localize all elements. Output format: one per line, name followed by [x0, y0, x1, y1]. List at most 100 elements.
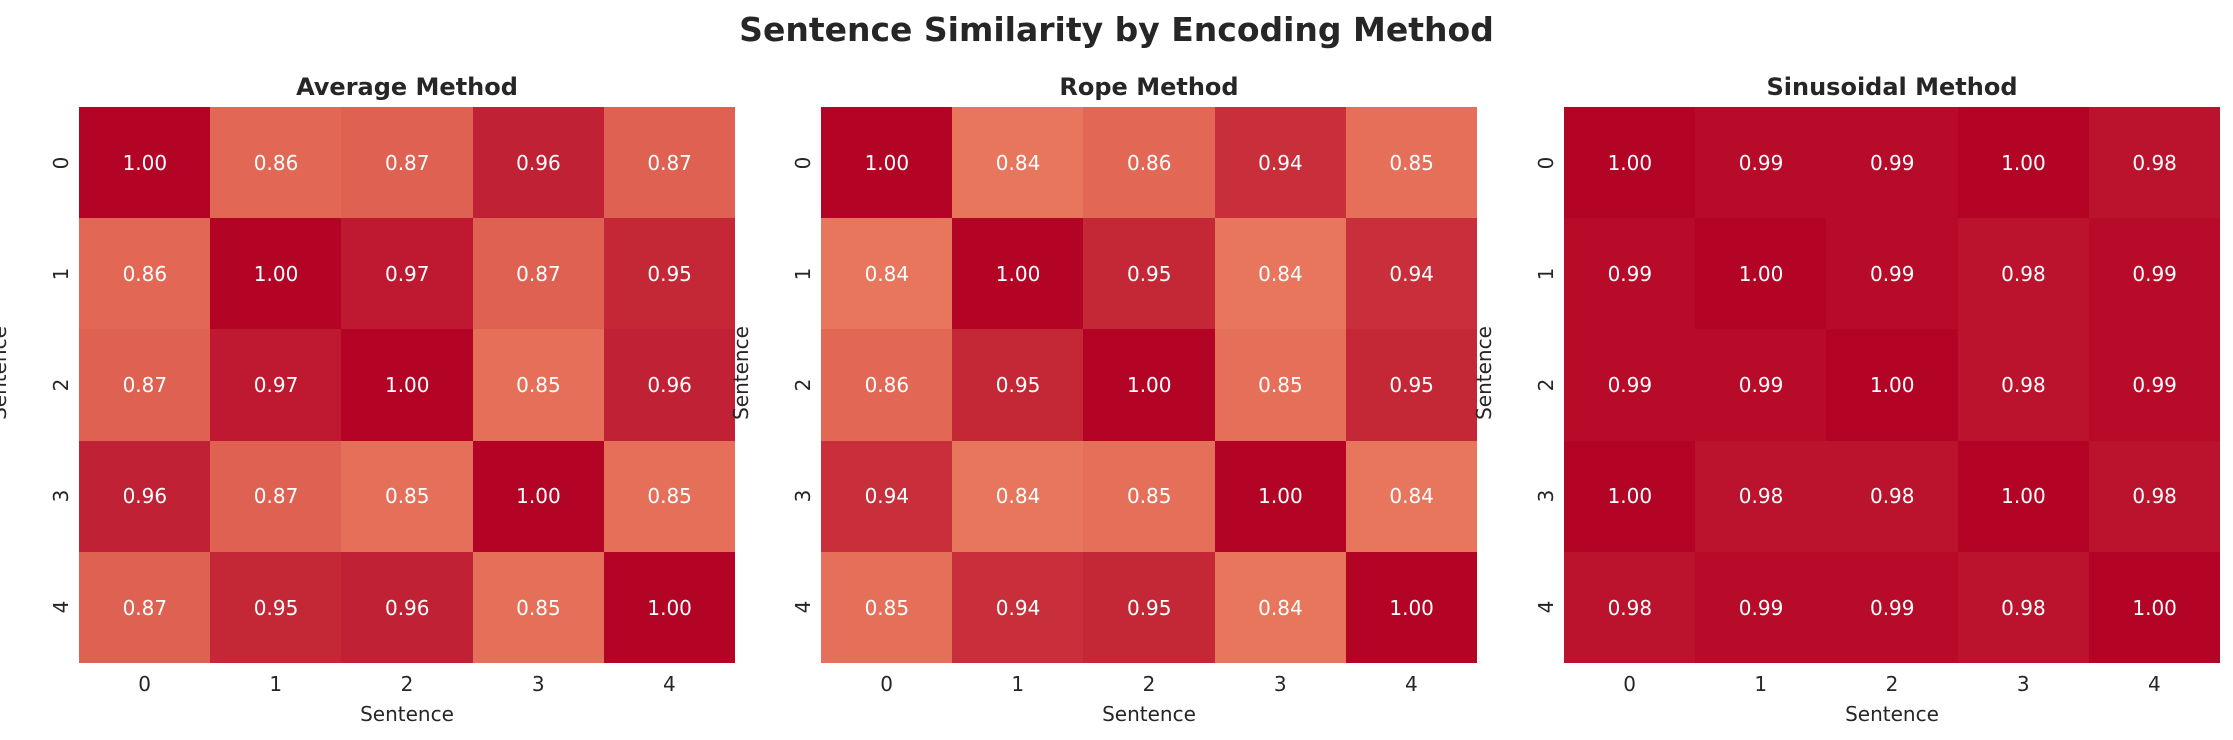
heatmap-cell: 1.00 — [1345, 551, 1478, 664]
heatmap-cell: 0.94 — [1345, 218, 1478, 330]
heatmap-cell: 0.98 — [1957, 551, 2090, 664]
x-tick-label: 1 — [269, 672, 283, 696]
y-axis-label: Sentence — [0, 326, 11, 420]
heatmap-cell: 1.00 — [603, 551, 736, 664]
panel-title: Sinusoidal Method — [1766, 73, 2018, 101]
heatmap-cell: 0.94 — [952, 551, 1084, 664]
heatmap-cell: 1.00 — [1695, 218, 1827, 330]
x-axis-label: Sentence — [360, 702, 454, 726]
y-tick-label: 4 — [791, 601, 815, 614]
heatmap-cell: 1.00 — [341, 329, 474, 442]
heatmap-cell: 1.00 — [1564, 440, 1696, 553]
y-tick-label: 4 — [49, 601, 73, 614]
heatmap-cell: 0.87 — [472, 218, 605, 330]
heatmap-cell: 0.85 — [1214, 329, 1347, 442]
heatmap-cell: 1.00 — [2088, 551, 2221, 664]
x-tick-label: 4 — [2148, 672, 2161, 696]
heatmap-cell: 0.99 — [1695, 551, 1827, 664]
heatmap-cell: 1.00 — [79, 107, 211, 219]
heatmap-grid: 1.00 0.86 0.87 0.96 0.87 0.86 1.00 0.97 0.87 0.95… — [79, 107, 736, 664]
heatmap-cell: 0.98 — [1957, 218, 2090, 330]
x-tick-label: 0 — [1623, 672, 1636, 696]
heatmap-cell: 1.00 — [952, 218, 1084, 330]
heatmap-cell: 0.85 — [472, 329, 605, 442]
x-tick-label: 4 — [663, 672, 676, 696]
heatmap-cell: 0.96 — [603, 329, 736, 442]
heatmap-cell: 0.86 — [1083, 107, 1216, 219]
x-axis-label: Sentence — [1845, 702, 1939, 726]
x-tick-label: 1 — [1754, 672, 1768, 696]
heatmap-cell: 0.85 — [1345, 107, 1478, 219]
x-tick-label: 4 — [1405, 672, 1418, 696]
heatmap-cell: 0.95 — [952, 329, 1084, 442]
heatmap-cell: 0.84 — [952, 107, 1084, 219]
heatmap-cell: 0.99 — [2088, 329, 2221, 442]
heatmap-cell: 1.00 — [821, 107, 953, 219]
heatmap-cell: 1.00 — [1957, 107, 2090, 219]
heatmap-cell: 0.95 — [210, 551, 342, 664]
heatmap-cell: 0.85 — [603, 440, 736, 553]
heatmap-cell: 0.87 — [79, 551, 211, 664]
heatmap-cell: 0.99 — [2088, 218, 2221, 330]
heatmap-cell: 0.96 — [341, 551, 474, 664]
x-tick-label: 3 — [1273, 672, 1287, 696]
heatmap-cell: 0.99 — [1826, 218, 1959, 330]
heatmap-cell: 0.87 — [210, 440, 342, 553]
heatmap-cell: 0.98 — [1957, 329, 2090, 442]
heatmap-cell: 0.87 — [341, 107, 474, 219]
y-tick-label: 3 — [49, 489, 73, 503]
heatmap-cell: 0.95 — [1083, 218, 1216, 330]
figure-title: Sentence Similarity by Encoding Method — [739, 10, 1494, 49]
heatmap-cell: 0.98 — [2088, 440, 2221, 553]
y-tick-label: 1 — [791, 267, 815, 281]
y-tick-label: 3 — [1534, 489, 1558, 503]
x-tick-label: 2 — [400, 672, 414, 696]
heatmap-cell: 0.85 — [341, 440, 474, 553]
heatmap-cell: 0.99 — [1564, 329, 1696, 442]
heatmap-cell: 0.94 — [1214, 107, 1347, 219]
panel-title: Average Method — [296, 73, 518, 101]
x-axis-label: Sentence — [1102, 702, 1196, 726]
y-axis-label: Sentence — [1472, 326, 1496, 420]
panel-title: Rope Method — [1059, 73, 1239, 101]
heatmap-cell: 0.95 — [1345, 329, 1478, 442]
heatmap-cell: 0.86 — [79, 218, 211, 330]
heatmap-cell: 0.98 — [1826, 440, 1959, 553]
x-tick-label: 0 — [880, 672, 893, 696]
heatmap-cell: 0.85 — [1083, 440, 1216, 553]
heatmap-cell: 0.84 — [952, 440, 1084, 553]
heatmap-cell: 0.84 — [1345, 440, 1478, 553]
heatmap-cell: 0.94 — [821, 440, 953, 553]
x-tick-label: 3 — [531, 672, 545, 696]
heatmap-cell: 1.00 — [472, 440, 605, 553]
y-tick-label: 2 — [49, 378, 73, 392]
y-tick-label: 2 — [1534, 378, 1558, 392]
heatmap-cell: 0.99 — [1695, 107, 1827, 219]
heatmap-cell: 0.98 — [1564, 551, 1696, 664]
heatmap-cell: 0.85 — [821, 551, 953, 664]
heatmap-cell: 0.95 — [1083, 551, 1216, 664]
heatmap-cell: 0.87 — [79, 329, 211, 442]
y-tick-label: 4 — [1534, 601, 1558, 614]
heatmap-cell: 0.99 — [1695, 329, 1827, 442]
heatmap-cell: 1.00 — [1083, 329, 1216, 442]
heatmap-grid: 1.00 0.84 0.86 0.94 0.85 0.84 1.00 0.95 0.84 0.94… — [821, 107, 1478, 664]
x-tick-label: 2 — [1885, 672, 1899, 696]
heatmap-cell: 0.84 — [1214, 218, 1347, 330]
heatmap-cell: 0.98 — [2088, 107, 2221, 219]
heatmap-cell: 0.86 — [210, 107, 342, 219]
heatmap-cell: 0.87 — [603, 107, 736, 219]
y-tick-label: 1 — [49, 267, 73, 281]
x-tick-label: 2 — [1142, 672, 1156, 696]
y-tick-label: 3 — [791, 489, 815, 503]
heatmap-cell: 0.98 — [1695, 440, 1827, 553]
heatmap-cell: 0.96 — [472, 107, 605, 219]
heatmap-cell: 0.95 — [603, 218, 736, 330]
heatmap-cell: 1.00 — [1564, 107, 1696, 219]
y-tick-label: 0 — [49, 156, 73, 169]
heatmap-cell: 1.00 — [210, 218, 342, 330]
y-tick-label: 2 — [791, 378, 815, 392]
heatmap-cell: 1.00 — [1957, 440, 2090, 553]
x-tick-label: 1 — [1011, 672, 1025, 696]
heatmap-cell: 0.97 — [210, 329, 342, 442]
